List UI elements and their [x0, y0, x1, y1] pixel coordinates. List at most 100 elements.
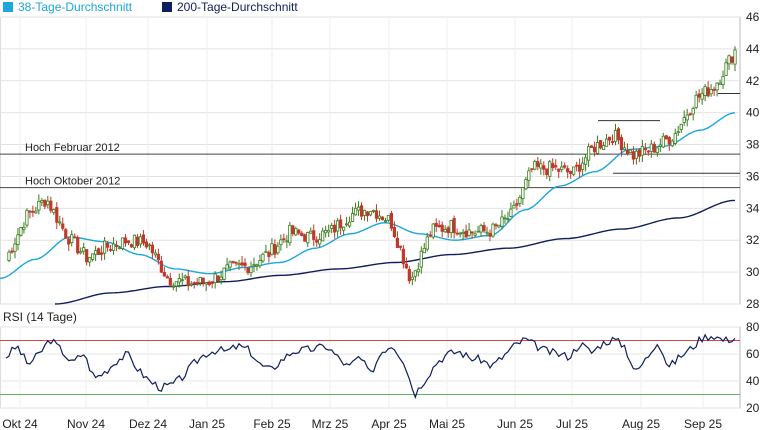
candle-body	[108, 248, 113, 251]
candle-body	[592, 146, 597, 153]
candle-body	[443, 228, 447, 233]
candle-body	[554, 165, 558, 168]
candle-body	[300, 232, 304, 236]
rsi-tick-label: 40	[746, 374, 760, 388]
candle-body	[730, 56, 734, 63]
candle-body	[727, 55, 731, 65]
candle-body	[643, 148, 647, 151]
candle-body	[446, 227, 450, 234]
candle-body	[123, 237, 128, 244]
candle-body	[551, 163, 555, 169]
candle-body	[82, 247, 86, 252]
candle-body	[509, 208, 513, 217]
candle-body	[336, 220, 340, 232]
price-grid	[0, 16, 740, 305]
candle-body	[589, 145, 594, 148]
candle-body	[673, 133, 677, 144]
candle-body	[201, 277, 205, 284]
candle-body	[718, 82, 722, 85]
candle-body	[661, 135, 665, 148]
candle-body	[506, 218, 510, 221]
candle-body	[616, 128, 621, 141]
reference-line-label: Hoch Februar 2012	[25, 142, 120, 154]
x-tick-label: Feb 25	[253, 417, 291, 430]
candle-body	[386, 215, 391, 221]
candle-body	[359, 205, 364, 217]
price-panel	[0, 16, 741, 305]
candle-body	[135, 236, 140, 246]
candle-body	[691, 108, 695, 115]
candle-body	[138, 236, 143, 245]
candle-body	[368, 211, 373, 216]
candle-body	[569, 171, 573, 174]
candle-body	[389, 212, 394, 229]
rsi-grid	[0, 326, 740, 409]
candle-body	[22, 226, 26, 230]
x-tick-label: Mrz 25	[312, 417, 349, 430]
candle-body	[613, 130, 618, 142]
ma200-line	[54, 199, 736, 305]
candle-body	[619, 137, 624, 151]
candle-body	[46, 200, 50, 206]
candle-body	[476, 230, 480, 233]
candle-body	[315, 239, 319, 243]
candle-body	[581, 162, 585, 170]
candle-body	[676, 131, 680, 134]
candle-body	[297, 229, 301, 234]
x-tick-label: Apr 25	[371, 417, 407, 430]
candle-body	[652, 143, 656, 153]
candle-body	[649, 143, 653, 152]
candle-body	[174, 281, 178, 287]
candle-body	[494, 224, 498, 227]
candle-body	[58, 221, 62, 224]
candle-body	[452, 218, 456, 234]
candle-body	[213, 273, 217, 283]
candle-body	[64, 229, 68, 239]
candle-body	[267, 252, 271, 257]
candle-body	[228, 261, 232, 268]
rsi-tick-label: 80	[746, 320, 760, 334]
candle-body	[491, 223, 495, 237]
price-axis: 28 30 32 34 36 38 40 42 44 46	[746, 10, 760, 311]
price-tick-label: 38	[746, 138, 760, 152]
candle-body	[658, 144, 662, 147]
candle-body	[330, 225, 334, 229]
candle-body	[216, 275, 220, 282]
ma200-layer	[54, 199, 736, 305]
candle-body	[518, 196, 522, 204]
candle-body	[374, 210, 379, 219]
x-tick-label: Jan 25	[189, 417, 225, 430]
candle-body	[365, 211, 370, 217]
candle-body	[587, 146, 591, 161]
candle-body	[94, 250, 98, 255]
candle-body	[73, 236, 77, 239]
candle-body	[488, 233, 492, 237]
candle-body	[19, 227, 23, 236]
candle-body	[524, 179, 528, 190]
candle-body	[485, 231, 489, 234]
candle-body	[545, 168, 549, 175]
candle-body	[13, 243, 17, 252]
candle-body	[377, 215, 382, 219]
candle-body	[640, 146, 644, 156]
candle-body	[91, 253, 95, 260]
candle-body	[628, 149, 633, 153]
candle-body	[437, 224, 441, 228]
candle-body	[195, 282, 199, 284]
candle-body	[102, 240, 107, 254]
candle-body	[34, 210, 38, 214]
candle-body	[25, 209, 29, 226]
candle-body	[512, 204, 516, 209]
candle-body	[572, 166, 576, 175]
candle-body	[159, 260, 163, 273]
candle-body	[237, 263, 241, 266]
candle-body	[631, 151, 636, 160]
candle-body	[261, 253, 265, 262]
candle-body	[279, 239, 283, 246]
candle-body	[527, 170, 531, 181]
candle-body	[404, 263, 408, 269]
candle-body	[530, 168, 534, 171]
candle-body	[183, 275, 187, 279]
candle-body	[706, 87, 710, 97]
candle-body	[425, 236, 429, 250]
